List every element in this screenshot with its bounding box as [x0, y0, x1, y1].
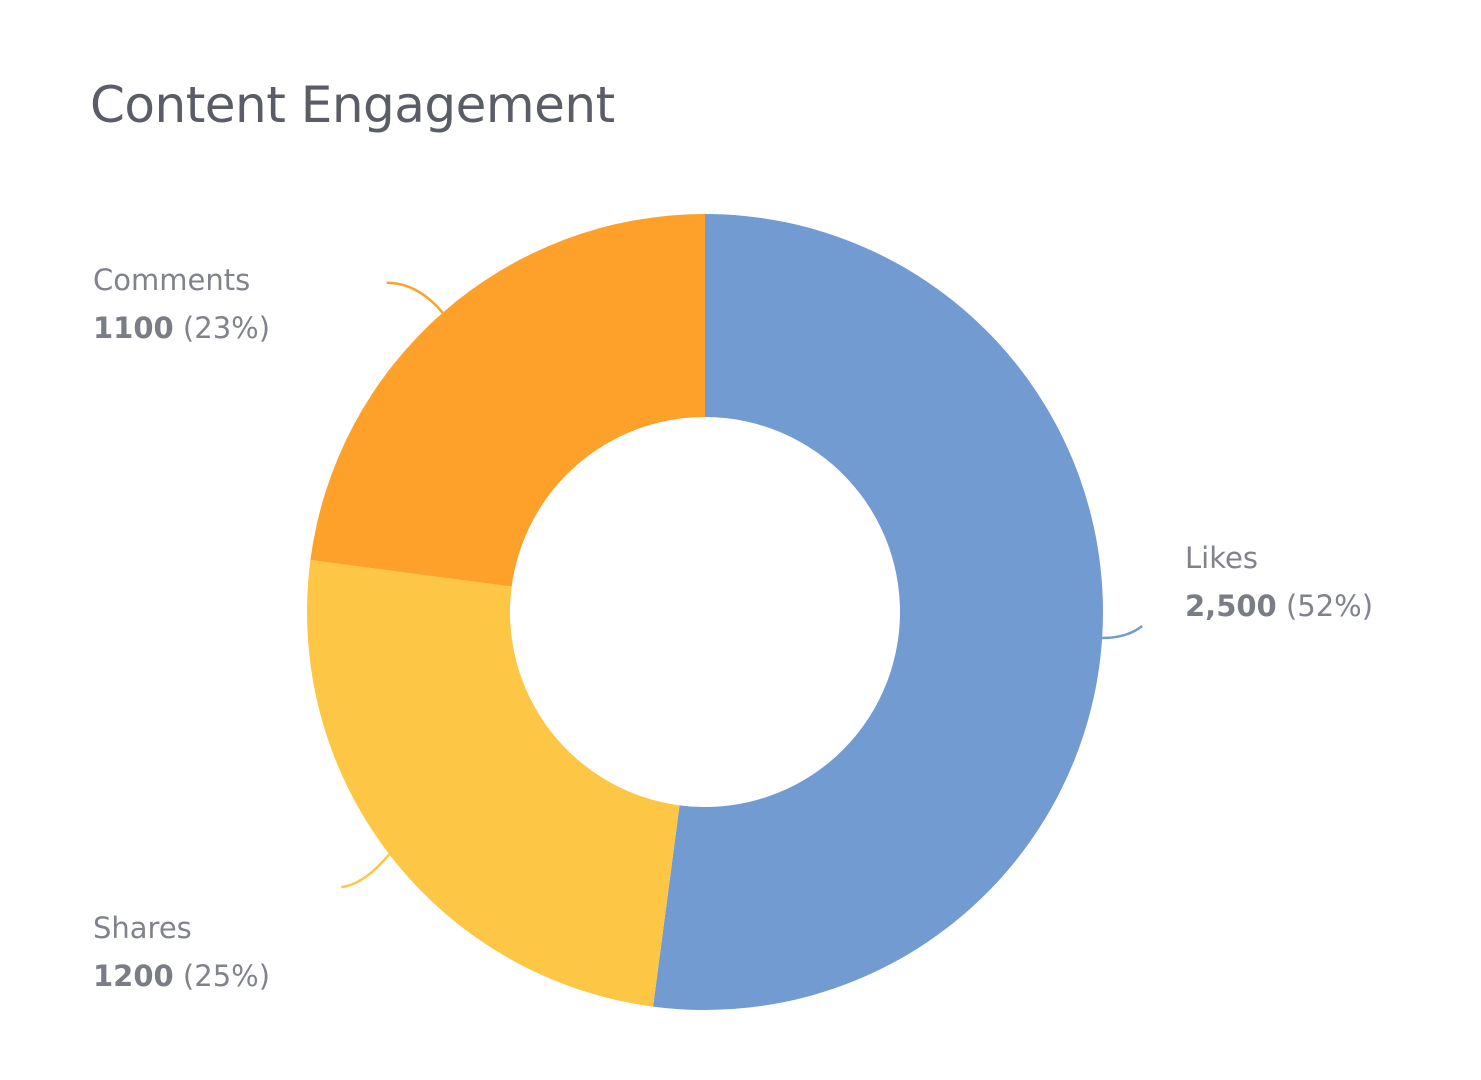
leader-line-likes	[1102, 625, 1143, 640]
leader-line-comments	[386, 281, 444, 314]
slice-shares[interactable]	[307, 560, 680, 1007]
slice-label-shares: Shares	[93, 911, 192, 945]
slice-comments[interactable]	[310, 214, 705, 587]
slice-value-likes: 2,500 (52%)	[1185, 589, 1373, 623]
leader-line-shares	[341, 853, 391, 889]
slice-value-comments: 1100 (23%)	[93, 311, 270, 345]
slice-label-comments: Comments	[93, 263, 250, 297]
slice-value-shares: 1200 (25%)	[93, 959, 270, 993]
slice-likes[interactable]	[653, 214, 1104, 1010]
slice-label-likes: Likes	[1185, 541, 1258, 575]
chart-title: Content Engagement	[90, 76, 615, 134]
